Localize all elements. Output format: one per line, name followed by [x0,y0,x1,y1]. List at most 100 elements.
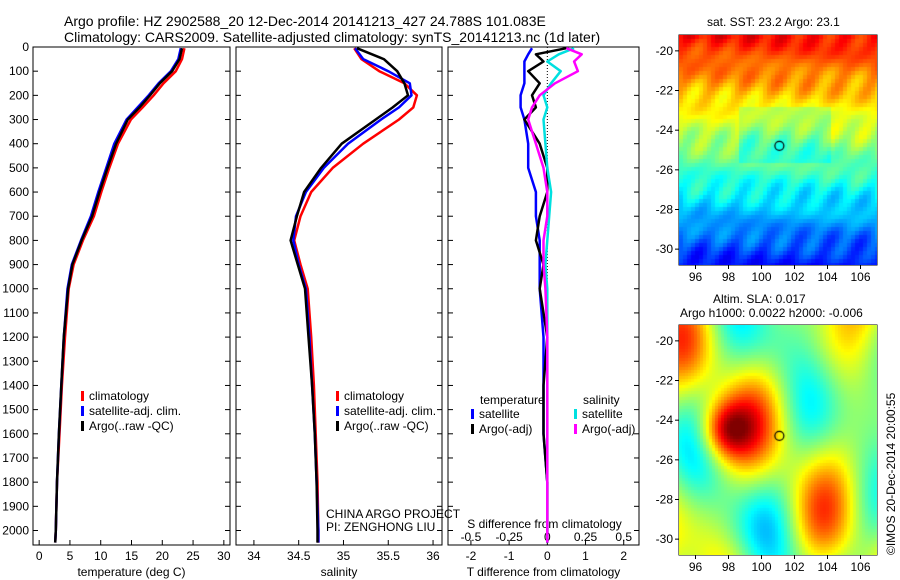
salinity-panel: 34 34.5 35 35.5 36 salinity climatologysatelli… [235,46,443,579]
map-x-tick-label: 98 [722,270,736,284]
series-line-argo-raw-qc- [53,47,184,543]
y-tick-label: 1200 [2,330,29,344]
axes-frame [32,46,231,546]
y-tick-label: 1900 [2,499,29,513]
y-tick-label: 300 [9,113,29,127]
legend-swatch [81,391,84,401]
legend-label: climatology [89,389,149,403]
x-tick-label: 30 [217,549,231,563]
map-x-tick-label: 106 [850,270,870,284]
legend-label: Argo(..raw -QC) [89,419,174,433]
x-tick-label: -1 [504,549,515,563]
map-x-tick-label: 100 [751,560,771,574]
map-x-tick-label: 96 [689,560,703,574]
map-y-tick-label: -30 [656,242,674,256]
x-axis-label: temperature (deg C) [77,565,185,579]
map-y-tick-label: -24 [656,123,674,137]
x-tick-label: 35.5 [377,549,401,563]
header-line-2: Climatology: CARS2009. Satellite-adjuste… [64,29,601,45]
y-tick-label: 500 [9,161,29,175]
map-x-tick-label: 102 [784,270,804,284]
map-y-tick-label: -22 [656,84,674,98]
legend-swatch [471,424,474,434]
map-y-tick-label: -20 [656,44,674,58]
x-tick-label: 34.5 [287,549,311,563]
x-tick-label: 25 [186,549,200,563]
sst-map-title: sat. SST: 23.2 Argo: 23.1 [707,15,840,29]
map-x-tick-label: 98 [722,560,736,574]
sst-map-axes: 96 98 100 102 104 106 -20 -22 -24 -26 -28 -30 [656,34,878,284]
y-tick-label: 200 [9,88,29,102]
header-line-1: Argo profile: HZ 2902588_20 12-Dec-2014 … [64,13,546,29]
x-tick-label: 0 [544,549,551,563]
x-tick-label: 15 [125,549,139,563]
legend-swatch [81,421,84,431]
sla-map-title: Altim. SLA: 0.017 [713,292,806,306]
axes-frame [235,46,443,546]
map-x-tick-label: 106 [850,560,870,574]
temperature-panel: 0 5 10 15 20 25 30 temperature (deg C) 0 100 200 30… [2,40,231,579]
project-name: CHINA ARGO PROJECT [326,507,461,521]
y-tick-label: 0 [22,40,29,54]
x-tick-label: 5 [67,549,74,563]
legend-group-label: salinity [583,393,620,407]
y-tick-label: 1600 [2,427,29,441]
y-tick-label: 900 [9,258,29,272]
map-x-tick-label: 104 [817,270,837,284]
x-tick-label: 1 [582,549,589,563]
legend-swatch [81,406,84,416]
legend-swatch [471,409,474,419]
legend-label: satellite [582,407,623,421]
y-tick-label: 800 [9,233,29,247]
top-tick-label: 0.5 [615,530,632,544]
y-tick-label: 1700 [2,451,29,465]
map-y-tick-label: -30 [656,532,674,546]
legend-label: satellite [479,407,520,421]
sla-map-canvas [679,325,877,555]
legend-label: Argo(-adj) [582,422,635,436]
x-tick-label: 2 [620,549,627,563]
y-tick-label: 1400 [2,378,29,392]
sla-map-axes: 96 98 100 102 104 106 -20 -22 -24 -26 -28 -30 [656,324,878,574]
y-tick-label: 700 [9,209,29,223]
series-line-argo-raw-qc- [289,47,410,543]
legend-swatch [336,421,339,431]
map-y-tick-label: -28 [656,202,674,216]
legend-swatch [574,409,577,419]
x-tick-label: 20 [156,549,170,563]
top-tick-label: -0.5 [461,530,482,544]
top-tick-label: 0.25 [574,530,598,544]
map-x-tick-label: 102 [784,560,804,574]
x-tick-label: 0 [36,549,43,563]
map-y-tick-label: -28 [656,492,674,506]
map-x-tick-label: 96 [689,270,703,284]
x-tick-label: 10 [94,549,108,563]
x-tick-label: 35 [337,549,351,563]
legend-label: satellite-adj. clim. [344,404,436,418]
legend-swatch [336,406,339,416]
y-tick-label: 1000 [2,282,29,296]
legend-label: satellite-adj. clim. [89,404,181,418]
sst-map [679,35,877,265]
sla-map-subtitle: Argo h1000: 0.0022 h2000: -0.006 [680,306,863,320]
y-tick-label: 1800 [2,475,29,489]
difference-panel: -2 -1 0 1 2 T difference from climatology S di… [447,46,640,579]
legend-label: Argo(-adj) [479,422,532,436]
top-axis-label: S difference from climatology [467,517,622,531]
map-y-tick-label: -26 [656,163,674,177]
y-tick-label: 100 [9,64,29,78]
y-tick-label: 1100 [3,306,29,320]
pi-name: PI: ZENGHONG LIU [326,520,436,534]
legend-label: climatology [344,389,404,403]
x-tick-label: 36 [426,549,440,563]
x-axis-label: T difference from climatology [467,565,621,579]
y-tick-label: 400 [9,137,29,151]
sla-map [679,325,877,555]
legend-swatch [574,424,577,434]
legend-label: Argo(..raw -QC) [344,419,429,433]
sst-map-canvas [679,35,877,265]
y-tick-label: 1500 [2,403,29,417]
top-tick-label: -0.25 [495,530,523,544]
imos-timestamp: ©IMOS 20-Dec-2014 20:00:55 [884,392,898,555]
